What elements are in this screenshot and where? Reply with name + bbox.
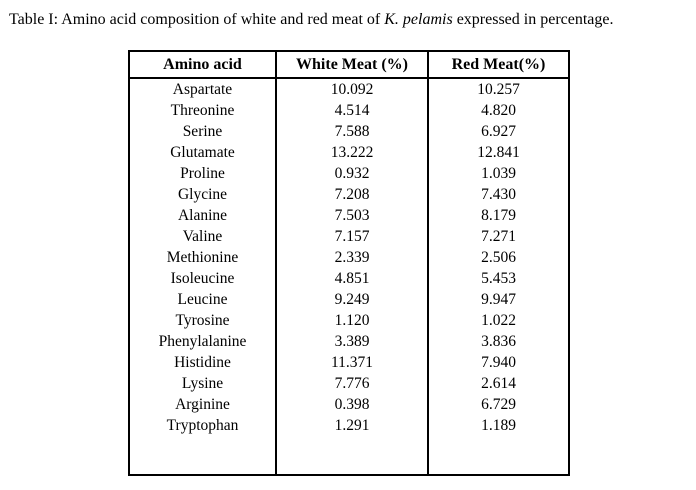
- amino-acid-table: Amino acid White Meat (%) Red Meat(%) As…: [128, 50, 570, 476]
- red-meat-value-cell: 1.189: [427, 415, 570, 436]
- amino-acid-cell: Serine: [128, 121, 277, 142]
- red-meat-value-cell: 6.927: [427, 121, 570, 142]
- amino-acid-cell: Threonine: [128, 100, 277, 121]
- table-row: Methionine 2.339 2.506: [128, 247, 570, 268]
- table-row: Phenylalanine 3.389 3.836: [128, 331, 570, 352]
- white-meat-value-cell: 7.588: [275, 121, 429, 142]
- amino-acid-cell: Aspartate: [128, 78, 277, 100]
- amino-acid-cell: Proline: [128, 163, 277, 184]
- white-meat-value-cell: 4.514: [275, 100, 429, 121]
- amino-acid-cell: Leucine: [128, 289, 277, 310]
- table-header-row: Amino acid White Meat (%) Red Meat(%): [128, 50, 570, 79]
- red-meat-value-cell: 1.022: [427, 310, 570, 331]
- amino-acid-cell: Valine: [128, 226, 277, 247]
- amino-acid-cell: Methionine: [128, 247, 277, 268]
- amino-acid-cell: Glutamate: [128, 142, 277, 163]
- table-row: Threonine 4.514 4.820: [128, 100, 570, 121]
- white-meat-value-cell: 4.851: [275, 268, 429, 289]
- amino-acid-cell: Glycine: [128, 184, 277, 205]
- table-row: Glycine 7.208 7.430: [128, 184, 570, 205]
- white-meat-value-cell: 13.222: [275, 142, 429, 163]
- red-meat-value-cell: 10.257: [427, 78, 570, 100]
- white-meat-value-cell: 7.503: [275, 205, 429, 226]
- amino-acid-cell: Isoleucine: [128, 268, 277, 289]
- empty-cell: [275, 436, 429, 476]
- amino-acid-cell: Lysine: [128, 373, 277, 394]
- caption-prefix-text: Table I: Amino acid composition of white…: [9, 11, 385, 28]
- table-row: Alanine 7.503 8.179: [128, 205, 570, 226]
- table-row: Leucine 9.249 9.947: [128, 289, 570, 310]
- white-meat-value-cell: 0.398: [275, 394, 429, 415]
- white-meat-value-cell: 10.092: [275, 78, 429, 100]
- table-row: Tryptophan 1.291 1.189: [128, 415, 570, 436]
- red-meat-value-cell: 7.271: [427, 226, 570, 247]
- white-meat-value-cell: 7.157: [275, 226, 429, 247]
- red-meat-value-cell: 12.841: [427, 142, 570, 163]
- white-meat-value-cell: 11.371: [275, 352, 429, 373]
- red-meat-value-cell: 6.729: [427, 394, 570, 415]
- table-row: Glutamate 13.222 12.841: [128, 142, 570, 163]
- table-body: Aspartate 10.092 10.257 Threonine 4.514 4.820…: [128, 78, 570, 476]
- white-meat-value-cell: 1.120: [275, 310, 429, 331]
- table-row: Serine 7.588 6.927: [128, 121, 570, 142]
- table-caption: Table I: Amino acid composition of white…: [9, 10, 695, 30]
- white-meat-value-cell: 0.932: [275, 163, 429, 184]
- red-meat-value-cell: 5.453: [427, 268, 570, 289]
- caption-suffix-text: expressed in percentage.: [452, 11, 614, 28]
- amino-acid-cell: Arginine: [128, 394, 277, 415]
- white-meat-value-cell: 2.339: [275, 247, 429, 268]
- table-row: Isoleucine 4.851 5.453: [128, 268, 570, 289]
- white-meat-value-cell: 7.208: [275, 184, 429, 205]
- table-filler-row: [128, 436, 570, 476]
- header-amino-acid: Amino acid: [128, 50, 277, 79]
- table-row: Aspartate 10.092 10.257: [128, 78, 570, 100]
- red-meat-value-cell: 2.614: [427, 373, 570, 394]
- white-meat-value-cell: 3.389: [275, 331, 429, 352]
- table-row: Arginine 0.398 6.729: [128, 394, 570, 415]
- amino-acid-cell: Tyrosine: [128, 310, 277, 331]
- white-meat-value-cell: 1.291: [275, 415, 429, 436]
- table-row: Histidine 11.371 7.940: [128, 352, 570, 373]
- table-row: Tyrosine 1.120 1.022: [128, 310, 570, 331]
- red-meat-value-cell: 9.947: [427, 289, 570, 310]
- amino-acid-cell: Tryptophan: [128, 415, 277, 436]
- red-meat-value-cell: 4.820: [427, 100, 570, 121]
- red-meat-value-cell: 1.039: [427, 163, 570, 184]
- header-red-meat: Red Meat(%): [427, 50, 570, 79]
- empty-cell: [128, 436, 277, 476]
- amino-acid-cell: Alanine: [128, 205, 277, 226]
- amino-acid-cell: Histidine: [128, 352, 277, 373]
- empty-cell: [427, 436, 570, 476]
- red-meat-value-cell: 3.836: [427, 331, 570, 352]
- header-white-meat: White Meat (%): [275, 50, 429, 79]
- amino-acid-cell: Phenylalanine: [128, 331, 277, 352]
- table-row: Proline 0.932 1.039: [128, 163, 570, 184]
- red-meat-value-cell: 7.940: [427, 352, 570, 373]
- red-meat-value-cell: 8.179: [427, 205, 570, 226]
- table-row: Valine 7.157 7.271: [128, 226, 570, 247]
- white-meat-value-cell: 7.776: [275, 373, 429, 394]
- red-meat-value-cell: 2.506: [427, 247, 570, 268]
- red-meat-value-cell: 7.430: [427, 184, 570, 205]
- caption-species-name: K. pelamis: [384, 11, 453, 28]
- white-meat-value-cell: 9.249: [275, 289, 429, 310]
- table-row: Lysine 7.776 2.614: [128, 373, 570, 394]
